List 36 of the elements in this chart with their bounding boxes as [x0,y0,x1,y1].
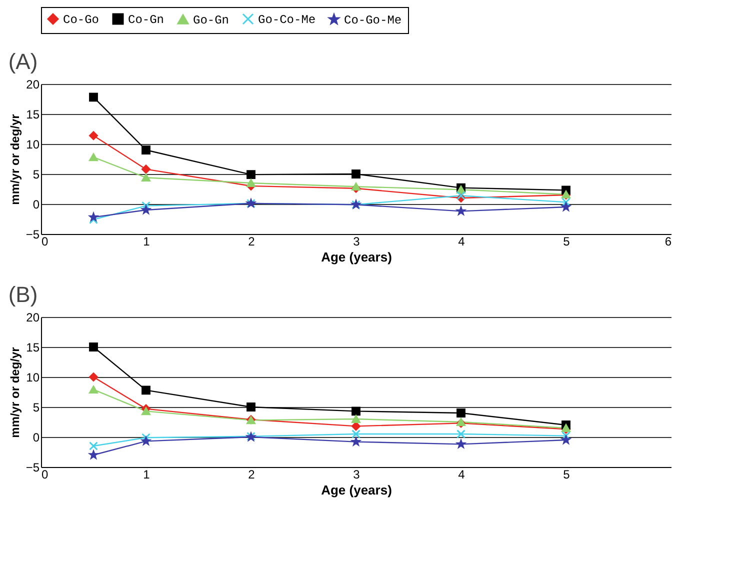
x-tick-label: 0 [42,468,48,482]
x-tick-label: 5 [563,234,570,248]
x-tick-label: 3 [353,234,360,248]
y-tick-label: 20 [26,310,40,324]
y-tick-label: 20 [26,78,40,92]
legend-label: Co-Go [63,13,100,27]
y-tick-label: 15 [26,340,40,354]
legend-label: Go-Gn [193,13,230,28]
y-axis-title: mm/yr or deg/yr [8,346,22,438]
y-tick-label: 10 [26,138,40,152]
y-tick-label: −5 [26,228,40,242]
y-tick-label: 10 [26,370,40,384]
x-tick-label: 5 [563,468,570,482]
x-tick-label: 1 [143,234,150,248]
x-tick-label: 0 [42,234,48,248]
x-tick-label: 4 [458,468,466,482]
y-tick-label: 5 [32,400,40,414]
chart-title: (B) [8,282,38,307]
y-tick-label: −5 [26,460,40,474]
x-tick-label: 6 [664,234,672,248]
legend-label: Co-Gn [128,13,164,27]
x-tick-label: 2 [248,468,256,482]
x-tick-label: 1 [143,468,150,482]
x-axis-title: Age (years) [321,482,392,498]
y-tick-label: 0 [32,198,40,212]
y-axis-title: mm/yr or deg/yr [8,114,22,205]
x-tick-label: 3 [353,468,360,482]
x-axis-title: Age (years) [321,250,392,264]
y-tick-label: 15 [26,108,40,122]
chart-title: (A) [8,49,38,74]
y-tick-label: 0 [32,430,40,444]
y-tick-label: 5 [32,168,40,182]
x-tick-label: 2 [248,234,256,248]
x-tick-label: 4 [458,234,466,248]
legend-label: Go-Co-Me [258,13,316,27]
legend-label: Co-Go-Me [344,13,402,28]
